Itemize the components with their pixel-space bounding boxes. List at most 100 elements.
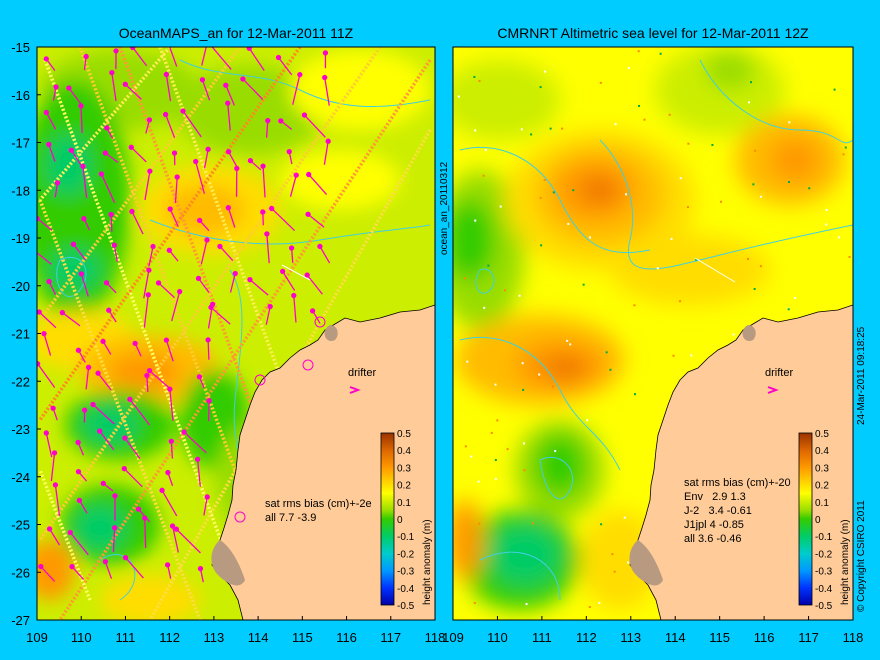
colorbar-tick-label: -0.4 [815, 584, 833, 595]
colorbar-tick-label: -0.5 [397, 601, 415, 612]
colorbar-tick-label: -0.2 [397, 549, 415, 560]
observation-dot [457, 95, 460, 98]
velocity-vector [306, 274, 323, 295]
observation-dot [532, 522, 535, 525]
velocity-vector [293, 295, 297, 323]
velocity-vector-head [113, 48, 119, 54]
observation-dot [670, 237, 673, 240]
velocity-vector-head [75, 469, 82, 475]
velocity-vector-head [269, 205, 275, 212]
velocity-vector-head [291, 292, 297, 299]
colorbar-tick-label: 0.5 [815, 429, 829, 440]
observation-dot [686, 206, 689, 209]
observation-dot [598, 601, 601, 604]
velocity-vector-head [181, 429, 187, 435]
velocity-vector-head [97, 428, 103, 434]
velocity-vector [112, 527, 116, 553]
velocity-vector-head [174, 174, 180, 180]
velocity-vector-head [104, 125, 110, 131]
lon-tick-label: 111 [116, 630, 136, 645]
velocity-vector-head [81, 407, 88, 413]
velocity-vector-head [264, 231, 270, 237]
right-panel-title: CMRNRT Altimetric sea level for 12-Mar-2… [497, 25, 809, 41]
velocity-vector-head [90, 401, 96, 408]
left-colorbar-label: height anomaly (m) [422, 519, 433, 605]
observation-dot [522, 442, 525, 445]
velocity-vector [161, 490, 178, 517]
lat-tick-label: -23 [11, 422, 30, 437]
velocity-vector-head [195, 275, 202, 282]
observation-dot [523, 469, 526, 472]
velocity-vector [85, 367, 90, 390]
velocity-vector [137, 508, 151, 523]
observation-dot [477, 480, 480, 483]
velocity-vector-head [69, 563, 75, 570]
velocity-vector-head [109, 69, 115, 76]
observation-dot [633, 304, 636, 307]
velocity-vector-head [225, 205, 231, 211]
velocity-vector-head [111, 525, 118, 531]
left-colorbar: 0.5 0.4 0.3 0.2 0.1 0 -0.1 -0.2 -0.3 -0.4 -0.5 hei… [380, 429, 433, 612]
velocity-vector-head [247, 277, 253, 283]
velocity-vector-head [128, 144, 134, 150]
colorbar-tick-label: 0.2 [815, 481, 829, 492]
colorbar-tick-label: -0.2 [815, 549, 833, 560]
observation-dot [496, 419, 499, 422]
left-lat-axis: -15 -16 -17 -18 -19 -20 -21 -22 -23 -24 -25 -26 -27 [11, 40, 41, 628]
velocity-vector [175, 528, 201, 554]
velocity-vector-head [197, 566, 204, 572]
observation-dot [466, 360, 469, 363]
observation-dot [752, 183, 755, 186]
lat-tick-label: -17 [11, 136, 30, 151]
velocity-vector [111, 72, 117, 102]
velocity-vector-head [225, 149, 232, 155]
observation-dot [487, 264, 490, 267]
observation-dot [522, 388, 525, 391]
velocity-vector [292, 74, 301, 105]
observation-dot [543, 179, 546, 182]
observation-dot [473, 601, 476, 604]
velocity-vector-head [122, 435, 128, 441]
velocity-vector [100, 173, 116, 203]
observation-dot [538, 373, 541, 376]
observation-dot [470, 455, 473, 458]
velocity-vector [82, 166, 88, 199]
velocity-vector [80, 105, 83, 133]
lon-tick-label: 112 [576, 630, 597, 645]
velocity-vector-head [146, 367, 153, 374]
velocity-vector-head [127, 396, 133, 402]
velocity-vector-head [50, 405, 56, 411]
velocity-vector [43, 333, 52, 356]
lon-tick-label: 118 [425, 630, 446, 645]
observation-dot [837, 236, 840, 239]
velocity-vector-head [163, 337, 170, 343]
velocity-vector-head [46, 278, 52, 285]
observation-dot [506, 448, 509, 451]
velocity-vector [125, 557, 144, 579]
velocity-vector [248, 47, 265, 71]
velocity-vector-head [240, 76, 246, 82]
observation-dot [848, 255, 851, 258]
velocity-vector-head [325, 138, 331, 144]
velocity-vector [324, 77, 330, 106]
observation-dot [672, 354, 675, 357]
run-id-label: ocean_an_20110312 [439, 161, 450, 255]
lon-tick-label: 117 [798, 630, 819, 645]
velocity-vector [203, 149, 209, 169]
observation-dot [566, 339, 569, 342]
velocity-vector [48, 144, 56, 162]
velocity-vector [228, 151, 238, 168]
observation-dot [569, 343, 572, 346]
observation-dot [567, 222, 570, 225]
velocity-vector-head [279, 268, 286, 275]
lat-tick-label: -15 [11, 40, 30, 55]
observation-dot [494, 477, 497, 480]
observation-dot [633, 393, 636, 396]
velocity-vector-head [293, 172, 299, 178]
velocity-vector-head [305, 211, 311, 217]
velocity-vector [211, 47, 232, 70]
velocity-vector-head [167, 386, 173, 392]
velocity-vector [171, 525, 179, 553]
velocity-vector-head [100, 480, 106, 486]
